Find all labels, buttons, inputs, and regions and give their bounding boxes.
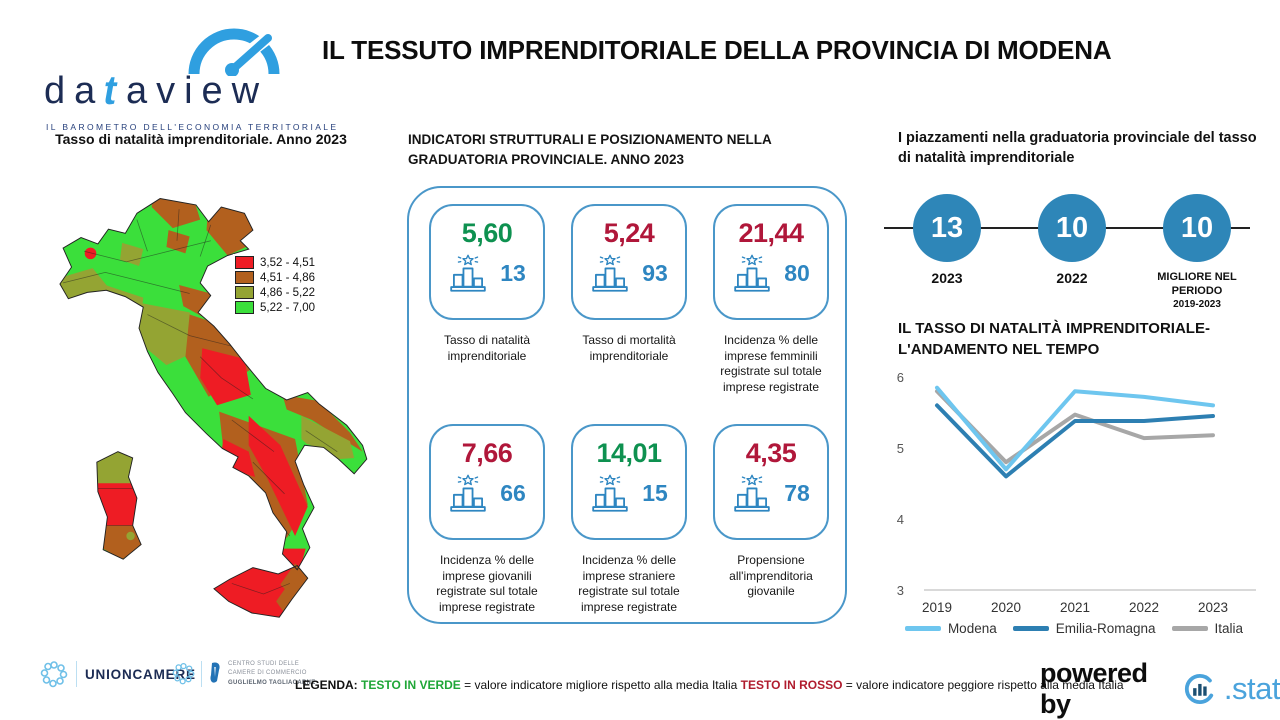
- map-legend: 3,52 - 4,51 4,51 - 4,86 4,86 - 5,22 5,22…: [233, 254, 317, 316]
- line-swatch: [1171, 626, 1208, 631]
- svg-text:2023: 2023: [1198, 600, 1228, 615]
- podium-star-icon: [734, 254, 770, 292]
- tagliacarne-label: CENTRO STUDI DELLE CAMERE DI COMMERCIO G…: [228, 661, 316, 686]
- indicator-label: Tasso di mortalità imprenditoriale: [582, 333, 676, 363]
- indicators-title: INDICATORI STRUTTURALI E POSIZIONAMENTO …: [408, 132, 772, 167]
- legend-swatch: [235, 286, 254, 299]
- line-swatch: [904, 626, 941, 631]
- ranking-circle-2023: 13: [913, 194, 981, 262]
- svg-text:2021: 2021: [1060, 600, 1090, 615]
- legend-item-italia: Italia: [1171, 621, 1243, 636]
- indicator-value: 5,60: [461, 218, 513, 248]
- podium-star-icon: [734, 474, 770, 512]
- gauge-icon: [188, 24, 282, 76]
- ranking-circle-2022: 10: [1038, 194, 1106, 262]
- indicator-card-natalita: 5,60 13 Tasso di natalità imprenditorial…: [422, 204, 552, 364]
- svg-text:5: 5: [897, 441, 904, 456]
- svg-text:4: 4: [897, 512, 904, 527]
- rank-value: 66: [500, 479, 526, 506]
- divider: [76, 661, 77, 687]
- podium-star-icon: [450, 474, 486, 512]
- legend-swatch: [235, 301, 254, 314]
- svg-text:2019: 2019: [922, 600, 952, 615]
- ranking-label-2022: 2022: [1056, 270, 1088, 286]
- footer-legend: LEGENDA: TESTO IN VERDE = valore indicat…: [295, 678, 1124, 692]
- svg-text:2020: 2020: [991, 600, 1021, 615]
- legend-swatch: [235, 271, 254, 284]
- podium-star-icon: [592, 474, 628, 512]
- powered-by-stat: powered by .stat: [1040, 658, 1280, 720]
- trend-chart-legend: Modena Emilia-Romagna Italia: [890, 621, 1258, 636]
- indicator-card-giovanili: 7,66 66 Incidenza % delle imprese giovan…: [422, 424, 552, 615]
- map-title: Tasso di natalità imprenditoriale. Anno …: [55, 131, 347, 147]
- logo-wordmark: dataview: [44, 68, 269, 114]
- map-legend-item: 3,52 - 4,51: [235, 255, 315, 270]
- tagliacarne-knot-icon: [172, 663, 195, 685]
- podium-star-icon: [450, 254, 486, 292]
- indicator-card-propensione: 4,35 78 Propensione all'imprenditoria gi…: [706, 424, 836, 600]
- unioncamere-logo: UNIONCAMERE: [40, 660, 196, 688]
- legend-item-modena: Modena: [904, 621, 997, 636]
- indicator-value: 5,24: [603, 218, 655, 248]
- rank-value: 93: [642, 259, 668, 286]
- map-legend-item: 4,86 - 5,22: [235, 285, 315, 300]
- stat-logo-icon: [1185, 674, 1216, 704]
- indicator-value: 14,01: [596, 438, 662, 468]
- ranking-timeline: 13 10 10 2023 2022 MIGLIORE NEL PERIODO …: [884, 190, 1254, 315]
- line-swatch: [1012, 626, 1049, 631]
- tagliacarne-logo: CENTRO STUDI DELLE CAMERE DI COMMERCIO G…: [172, 660, 316, 688]
- trend-chart-title: IL TASSO DI NATALITÀ IMPRENDITORIALE- L'…: [898, 320, 1210, 358]
- italy-choropleth-map: [59, 198, 368, 618]
- indicator-card-femminili: 21,44 80 Incidenza % delle imprese femmi…: [706, 204, 836, 395]
- svg-text:2022: 2022: [1129, 600, 1159, 615]
- indicator-label: Propensione all'imprenditoria giovanile: [729, 553, 813, 599]
- indicator-label: Incidenza % delle imprese straniere regi…: [578, 553, 680, 614]
- indicator-card-mortalita: 5,24 93 Tasso di mortalità imprenditoria…: [564, 204, 694, 364]
- indicator-value: 4,35: [745, 438, 797, 468]
- indicator-card-straniere: 14,01 15 Incidenza % delle imprese stran…: [564, 424, 694, 615]
- legend-swatch: [235, 256, 254, 269]
- page-title: IL TESSUTO IMPRENDITORIALE DELLA PROVINC…: [322, 35, 1112, 65]
- rank-value: 15: [642, 479, 668, 506]
- unioncamere-label: UNIONCAMERE: [85, 666, 196, 682]
- tagliacarne-flag-icon: [210, 662, 220, 683]
- legend-item-emilia-romagna: Emilia-Romagna: [1012, 621, 1156, 636]
- trend-line-chart: 3 4 5 6 2019 2020 2021 2022 2023: [897, 370, 1256, 615]
- ranking-label-best: MIGLIORE NEL PERIODO 2019-2023: [1157, 271, 1237, 310]
- svg-text:3: 3: [897, 583, 904, 598]
- map-legend-item: 4,51 - 4,86: [235, 270, 315, 285]
- indicator-label: Incidenza % delle imprese femminili regi…: [720, 333, 822, 394]
- logo-subtitle: IL BAROMETRO DELL'ECONOMIA TERRITORIALE: [46, 122, 339, 132]
- rank-value: 80: [784, 259, 810, 286]
- indicator-label: Incidenza % delle imprese giovanili regi…: [436, 553, 538, 614]
- divider: [201, 660, 202, 687]
- rank-value: 78: [784, 479, 810, 506]
- indicator-label: Tasso di natalità imprenditoriale: [443, 333, 531, 363]
- dataview-logo: dataview IL BAROMETRO DELL'ECONOMIA TERR…: [30, 24, 336, 138]
- ranking-label-2023: 2023: [931, 270, 963, 286]
- unioncamere-knot-icon: [40, 661, 68, 688]
- ranking-circle-best: 10: [1163, 194, 1231, 262]
- powered-by-label: powered by: [1040, 658, 1148, 719]
- podium-star-icon: [592, 254, 628, 292]
- indicator-value: 21,44: [738, 218, 804, 248]
- map-legend-item: 5,22 - 7,00: [235, 300, 315, 315]
- ranking-title: I piazzamenti nella graduatoria provinci…: [898, 130, 1257, 166]
- rank-value: 13: [500, 259, 526, 286]
- indicator-value: 7,66: [461, 438, 513, 468]
- svg-text:6: 6: [897, 370, 904, 385]
- stat-logo-text: .stat: [1223, 671, 1280, 706]
